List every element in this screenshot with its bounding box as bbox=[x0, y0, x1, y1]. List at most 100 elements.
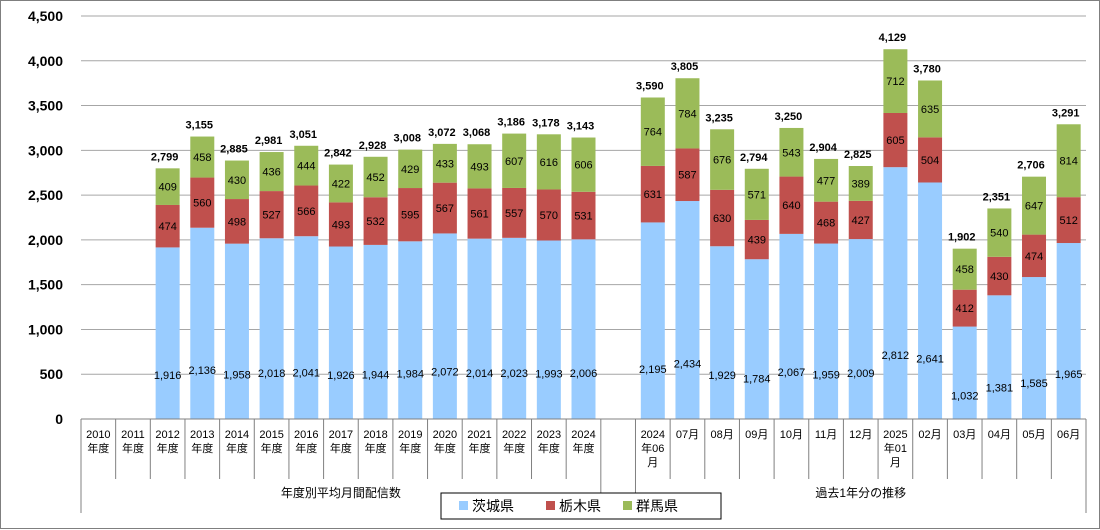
x-tick-label: 年度 bbox=[538, 441, 560, 455]
x-tick-label: 2024 bbox=[571, 429, 595, 441]
data-label: 606 bbox=[574, 160, 592, 172]
data-label: 412 bbox=[956, 303, 974, 315]
data-label: 2,014 bbox=[466, 368, 494, 380]
bar-segment bbox=[675, 201, 700, 419]
x-tick-label: 年06 bbox=[641, 441, 664, 455]
y-tick-label: 2,500 bbox=[28, 187, 63, 203]
total-label: 2,799 bbox=[151, 151, 179, 163]
x-tick-label: 02月 bbox=[918, 429, 941, 441]
data-label: 2,195 bbox=[639, 364, 667, 376]
bar-segment bbox=[848, 166, 873, 201]
data-label: 409 bbox=[158, 182, 176, 194]
data-label: 436 bbox=[262, 167, 280, 179]
data-label: 1,916 bbox=[154, 370, 182, 382]
bar-segment bbox=[987, 295, 1012, 419]
bar-segment bbox=[814, 243, 839, 419]
y-tick-label: 3,500 bbox=[28, 98, 63, 114]
data-label: 571 bbox=[748, 189, 766, 201]
x-tick-label: 年度 bbox=[365, 441, 387, 455]
bar-segment bbox=[467, 188, 492, 239]
data-label: 2,072 bbox=[431, 367, 459, 379]
data-label: 1,959 bbox=[812, 369, 840, 381]
data-label: 1,929 bbox=[708, 370, 736, 382]
data-label: 430 bbox=[228, 175, 246, 187]
x-tick-label: 2017 bbox=[329, 429, 353, 441]
bar-segment bbox=[952, 326, 977, 419]
data-label: 444 bbox=[297, 161, 315, 173]
bar-segment bbox=[814, 158, 839, 202]
bar-segment bbox=[779, 127, 804, 177]
x-tick-label: 2019 bbox=[398, 429, 422, 441]
x-tick-label: 2015 bbox=[259, 429, 283, 441]
bar-segment bbox=[398, 241, 423, 419]
data-label: 422 bbox=[332, 178, 350, 190]
data-label: 1,965 bbox=[1055, 369, 1083, 381]
data-label: 1,585 bbox=[1020, 378, 1048, 390]
x-tick-label: 2014 bbox=[225, 429, 249, 441]
y-tick-label: 0 bbox=[55, 411, 63, 427]
x-tick-label: 11月 bbox=[815, 429, 837, 441]
x-tick-label: 04月 bbox=[988, 429, 1011, 441]
data-label: 477 bbox=[817, 175, 835, 187]
data-label: 2,006 bbox=[570, 368, 598, 380]
data-label: 512 bbox=[1059, 215, 1077, 227]
x-tick-label: 年度 bbox=[226, 441, 248, 455]
bar-segment bbox=[224, 160, 249, 200]
data-label: 587 bbox=[678, 170, 696, 182]
data-label: 784 bbox=[678, 108, 696, 120]
x-tick-label: 年度 bbox=[434, 441, 456, 455]
x-tick-label: 年度 bbox=[399, 441, 421, 455]
bar-segment bbox=[675, 148, 700, 202]
bar-segment bbox=[1022, 176, 1047, 235]
bar-segment bbox=[190, 227, 215, 419]
data-label: 631 bbox=[644, 189, 662, 201]
data-label: 1,926 bbox=[327, 370, 355, 382]
total-label: 2,981 bbox=[255, 135, 283, 147]
x-tick-label: 月 bbox=[647, 457, 658, 469]
group-label: 年度別平均月間配信数 bbox=[281, 485, 401, 500]
data-label: 474 bbox=[158, 221, 176, 233]
data-label: 498 bbox=[228, 216, 246, 228]
data-label: 605 bbox=[886, 135, 904, 147]
total-label: 2,842 bbox=[324, 147, 352, 159]
legend: 茨城県 栃木県 群馬県 bbox=[440, 492, 722, 520]
bar-segment bbox=[294, 185, 319, 237]
data-label: 474 bbox=[1025, 251, 1043, 263]
data-labels: 1,916 474 409 2,799 2,136 560 458 3,155 1,958 498… bbox=[151, 32, 1083, 402]
legend-label: 栃木県 bbox=[559, 498, 601, 514]
x-tick-label: 2010 bbox=[86, 429, 110, 441]
bar-segment bbox=[224, 243, 249, 419]
total-label: 3,068 bbox=[463, 127, 491, 139]
bar-segment bbox=[328, 202, 353, 247]
bar-segment bbox=[259, 152, 284, 192]
total-label: 2,706 bbox=[1017, 160, 1045, 172]
bar-segment bbox=[918, 182, 943, 419]
total-label: 4,129 bbox=[879, 32, 907, 44]
data-label: 557 bbox=[505, 208, 523, 220]
bar-segment bbox=[328, 246, 353, 419]
bar-segment bbox=[883, 167, 908, 419]
data-label: 570 bbox=[540, 210, 558, 222]
x-tick-label: 2024 bbox=[641, 429, 665, 441]
y-tick-label: 1,500 bbox=[28, 277, 63, 293]
x-tick-label: 12月 bbox=[849, 429, 872, 441]
bar-segment bbox=[536, 189, 561, 241]
total-label: 1,902 bbox=[948, 232, 976, 244]
data-label: 561 bbox=[470, 209, 488, 221]
data-label: 429 bbox=[401, 164, 419, 176]
data-label: 1,944 bbox=[362, 370, 390, 382]
x-tick-label: 年度 bbox=[573, 441, 595, 455]
bar-segment bbox=[294, 145, 319, 186]
x-tick-label: 年01 bbox=[884, 441, 907, 455]
total-label: 3,143 bbox=[567, 121, 595, 133]
data-label: 630 bbox=[713, 213, 731, 225]
total-label: 2,794 bbox=[740, 152, 768, 164]
total-label: 3,008 bbox=[393, 133, 421, 145]
data-label: 2,136 bbox=[189, 365, 217, 377]
bar-segment bbox=[640, 222, 665, 419]
x-tick-label: 05月 bbox=[1022, 429, 1045, 441]
data-label: 647 bbox=[1025, 201, 1043, 213]
legend-label: 茨城県 bbox=[472, 498, 514, 514]
total-label: 3,291 bbox=[1052, 107, 1080, 119]
data-label: 458 bbox=[193, 152, 211, 164]
